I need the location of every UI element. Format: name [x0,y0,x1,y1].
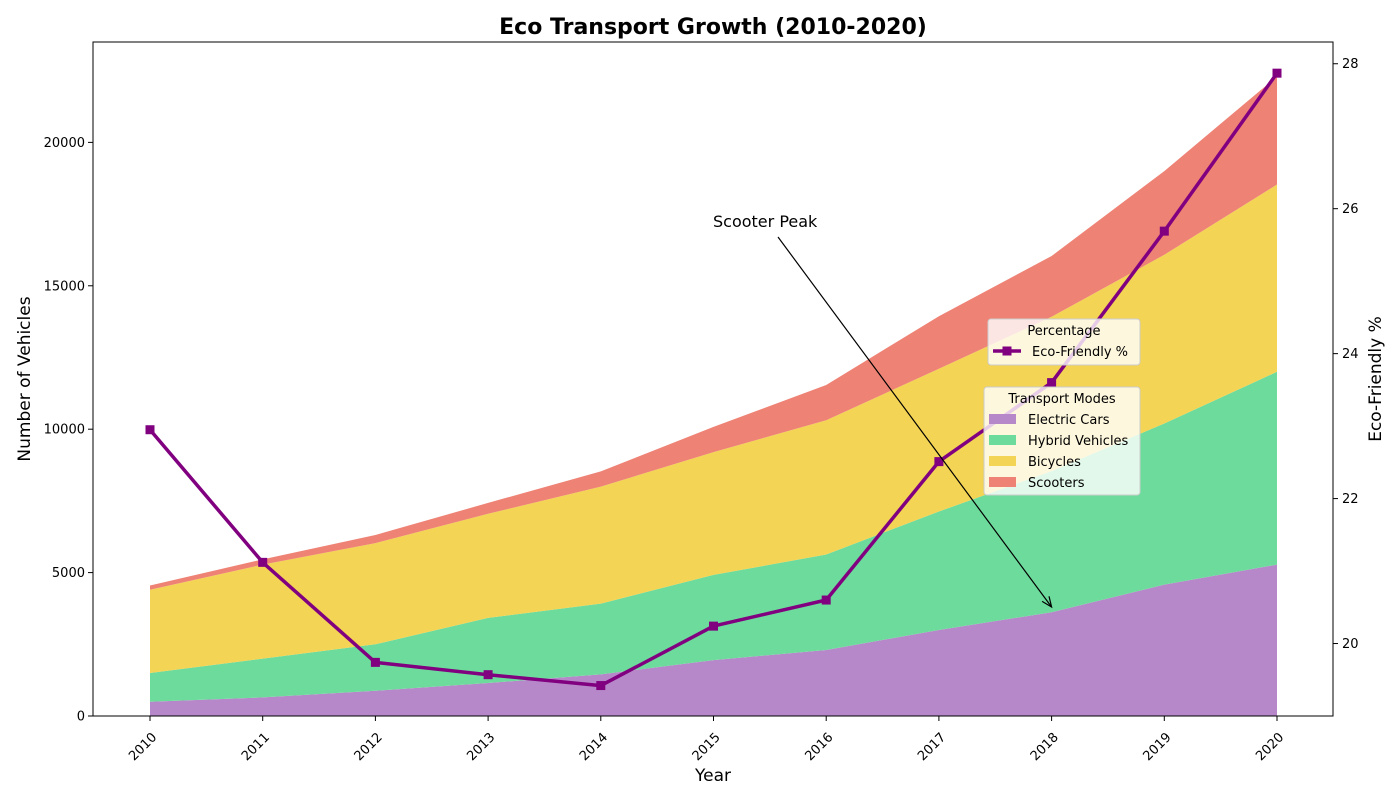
y-tick-label: 10000 [44,423,85,438]
line-point-2012 [370,657,380,667]
y2-tick-label: 28 [1342,57,1359,72]
line-legend-box [987,318,1141,366]
x-axis-label: Year [694,766,731,786]
x-tick-label: 2018 [1028,730,1062,764]
area-hybrid-vehicles [150,371,1277,702]
area-legend-label-hybrid-vehicles: Hybrid Vehicles [1028,434,1129,449]
x-tick-label: 2019 [1141,730,1175,764]
stacked-areas [150,76,1277,716]
line-point-2017 [934,457,944,467]
line-point-2013 [483,670,493,680]
annotation: Scooter Peak [713,212,1053,609]
area-legend-swatch-scooters [989,477,1016,487]
y-tick-label: 15000 [44,279,85,294]
x-tick-label: 2016 [802,730,836,764]
y-axis-label: Number of Vehicles [15,296,35,461]
x-tick-label: 2014 [577,730,611,764]
x-tick-label: 2020 [1253,730,1287,764]
area-bicycles [150,184,1277,673]
x-tick-label: 2012 [352,730,386,764]
annotation-arrow [777,236,1053,608]
line-point-2014 [596,681,606,691]
x-tick-label: 2013 [464,730,498,764]
y-tick-label: 5000 [52,566,85,581]
annotation-label: Scooter Peak [713,212,818,231]
x-tick-label: 2015 [690,730,724,764]
line-legend-label: Eco-Friendly % [1032,345,1128,360]
area-legend-swatch-electric-cars [989,414,1016,424]
y2-axis-label: Eco-Friendly % [1366,316,1386,442]
y-tick-label: 0 [77,710,85,725]
y-axis-right: 20 22 24 26 28 [1333,57,1359,652]
legends: Percentage Eco-Friendly % Transport Modes E… [983,318,1141,496]
y2-tick-label: 22 [1342,492,1359,507]
area-legend-swatch-bicycles [989,456,1016,466]
annotation-arrowhead [1041,596,1053,609]
line-point-2010 [145,425,155,435]
line-point-2018 [1047,378,1057,388]
y-tick-label: 20000 [44,136,85,151]
x-tick-label: 2011 [239,730,273,764]
area-legend-title: Transport Modes [1007,392,1116,407]
area-legend-box [983,386,1141,496]
y2-tick-label: 20 [1342,637,1359,652]
x-axis: 2010 2011 2012 2013 2014 2015 2016 2017 2018 2019… [126,716,1287,764]
y-axis-left: 0 5000 10000 15000 20000 [44,136,93,725]
chart-title: Eco Transport Growth (2010-2020) [499,15,927,40]
line-point-2019 [1159,226,1169,236]
y2-tick-label: 24 [1342,347,1359,362]
line-point-2020 [1272,68,1282,78]
area-legend-label-bicycles: Bicycles [1028,455,1081,470]
area-legend-label-electric-cars: Electric Cars [1028,413,1110,428]
x-tick-label: 2010 [126,730,160,764]
area-legend-swatch-hybrid-vehicles [989,435,1016,445]
line-point-2016 [821,595,831,605]
x-tick-label: 2017 [915,730,949,764]
y2-tick-label: 26 [1342,202,1359,217]
area-legend-label-scooters: Scooters [1028,476,1085,491]
line-legend-marker [1002,346,1012,356]
line-legend-title: Percentage [1027,324,1100,339]
line-point-2015 [709,621,718,631]
line-point-2011 [258,557,268,567]
area-electric-cars [150,564,1277,716]
